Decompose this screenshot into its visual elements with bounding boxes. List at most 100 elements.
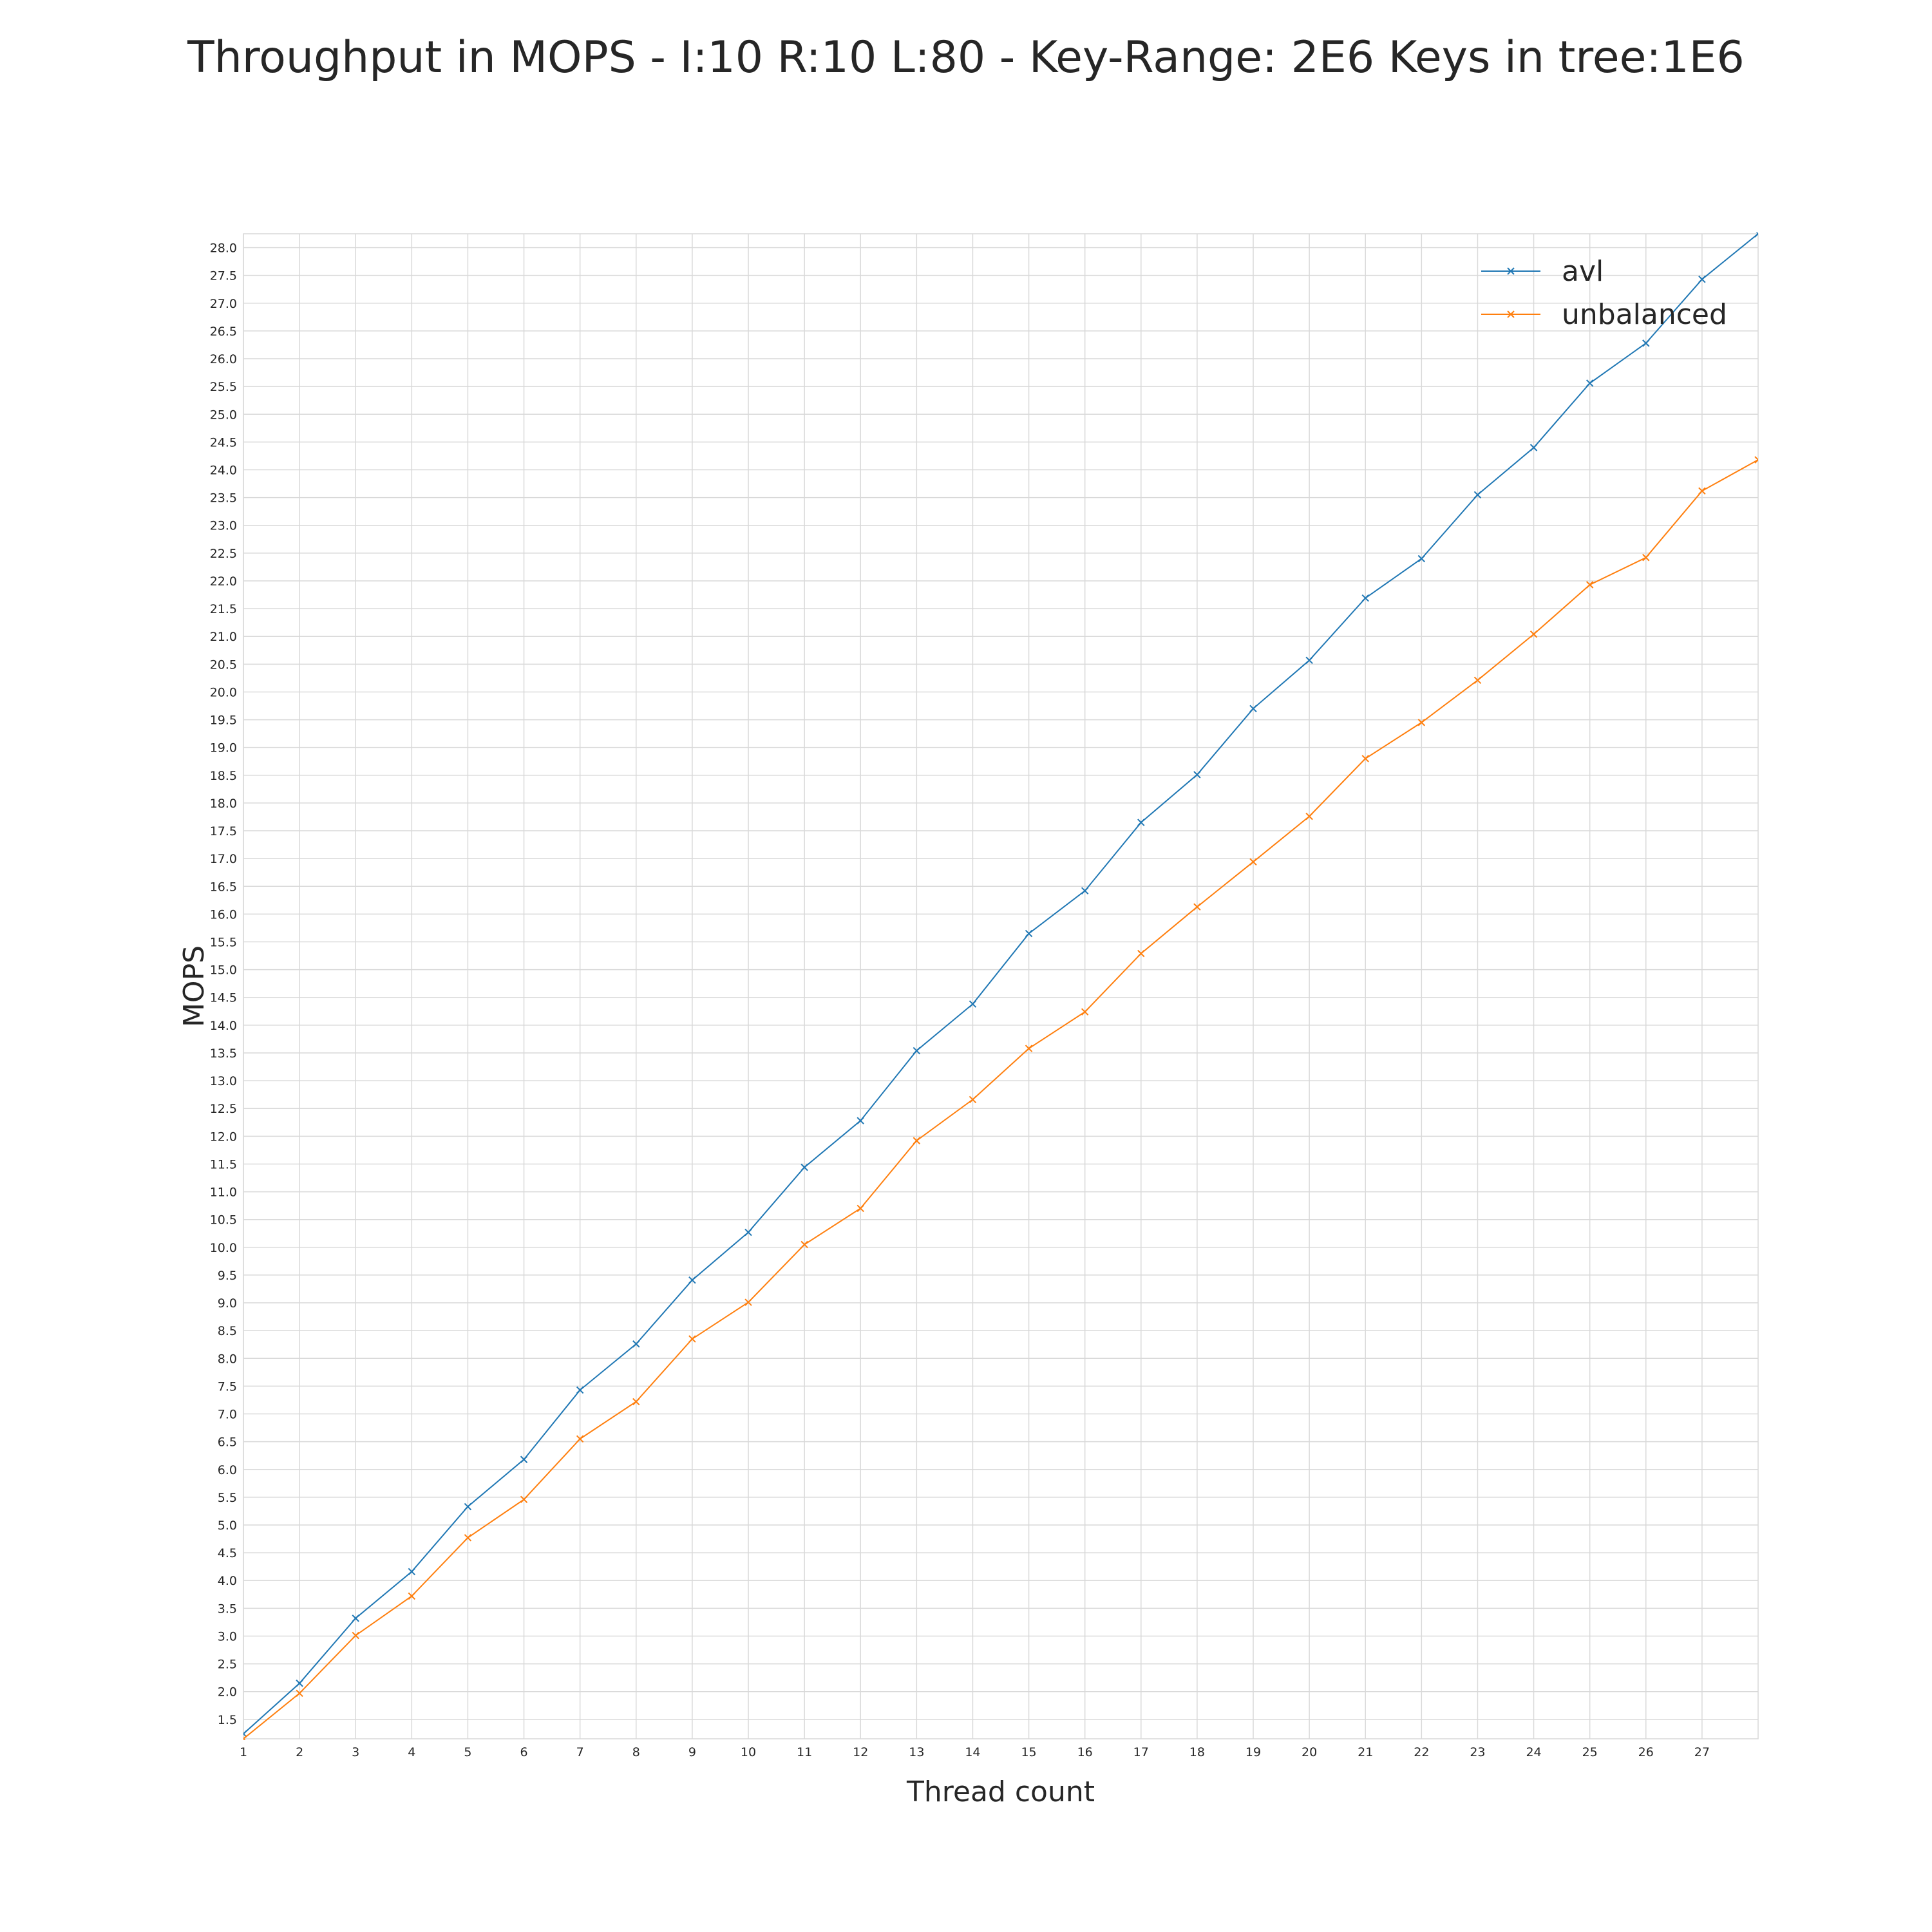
x-tick-label: 23 [1470, 1745, 1485, 1759]
y-tick-label: 10.0 [210, 1241, 237, 1255]
data-point [1473, 676, 1482, 685]
y-tick-label: 27.5 [210, 269, 237, 283]
data-point [1754, 232, 1758, 238]
data-point [352, 1631, 359, 1640]
y-tick-label: 8.5 [218, 1324, 237, 1338]
x-tick-label: 13 [909, 1745, 924, 1759]
data-point [632, 1340, 640, 1348]
y-tick-label: 23.5 [210, 491, 237, 506]
data-point [857, 1117, 864, 1124]
series-line-avl [243, 233, 1758, 1734]
x-tick-label: 21 [1358, 1745, 1373, 1759]
y-tick-label: 9.0 [218, 1296, 237, 1311]
plot-area [243, 233, 1759, 1739]
y-tick-label: 28.0 [210, 242, 237, 256]
data-point [969, 1095, 977, 1104]
data-point [1754, 456, 1758, 464]
x-tick-label: 11 [797, 1745, 812, 1759]
data-point [576, 1386, 584, 1394]
y-tick-label: 11.5 [210, 1157, 237, 1171]
y-tick-label: 13.5 [210, 1046, 237, 1061]
y-tick-label: 2.0 [218, 1685, 237, 1700]
y-tick-label: 6.5 [218, 1435, 237, 1450]
data-point [1025, 929, 1033, 938]
y-tick-label: 26.5 [210, 325, 237, 339]
y-tick-label: 2.5 [218, 1658, 237, 1672]
data-point [1642, 554, 1650, 562]
series-group [243, 232, 1758, 1740]
y-tick-label: 14.0 [210, 1019, 237, 1033]
data-point [632, 1397, 640, 1406]
data-point [1193, 903, 1201, 911]
data-point [520, 1455, 528, 1463]
x-tick-label: 27 [1694, 1745, 1710, 1759]
x-tick-label: 18 [1189, 1745, 1205, 1759]
data-point [1642, 339, 1650, 347]
data-point [464, 1502, 472, 1511]
data-point [913, 1137, 921, 1144]
x-tick-label: 10 [741, 1745, 756, 1759]
x-tick-label: 25 [1582, 1745, 1598, 1759]
data-point [1249, 705, 1257, 713]
y-tick-label: 1.5 [218, 1713, 237, 1727]
y-tick-label: 7.0 [218, 1408, 237, 1422]
data-point [1473, 491, 1482, 499]
x-tick-label: 20 [1302, 1745, 1317, 1759]
x-tick-label: 1 [240, 1745, 247, 1759]
y-tick-label: 23.0 [210, 519, 237, 533]
data-point [1361, 755, 1369, 762]
y-tick-label: 9.5 [218, 1269, 237, 1283]
data-point [688, 1335, 696, 1343]
y-tick-label: 24.0 [210, 464, 237, 478]
y-tick-label: 18.0 [210, 797, 237, 811]
x-tick-label: 15 [1021, 1745, 1036, 1759]
x-tick-label: 14 [965, 1745, 980, 1759]
series-line-unbalanced [243, 459, 1758, 1739]
legend-marker [1507, 267, 1515, 275]
y-tick-label: 18.5 [210, 769, 237, 783]
grid [243, 234, 1758, 1739]
y-tick-label: 17.0 [210, 852, 237, 866]
y-tick-label: 14.5 [210, 991, 237, 1005]
y-tick-label: 16.5 [210, 880, 237, 894]
data-point [1530, 630, 1538, 638]
y-tick-label: 6.0 [218, 1463, 237, 1477]
data-point [1081, 887, 1089, 895]
y-tick-label: 21.5 [210, 602, 237, 616]
y-tick-label: 16.0 [210, 907, 237, 922]
x-tick-label: 19 [1245, 1745, 1261, 1759]
data-point [800, 1240, 808, 1249]
y-tick-label: 25.5 [210, 380, 237, 394]
x-axis-label: Thread count [906, 1776, 1095, 1808]
y-tick-label: 8.0 [218, 1352, 237, 1366]
y-tick-label: 27.0 [210, 297, 237, 311]
data-point [744, 1298, 752, 1306]
y-tick-label: 5.0 [218, 1519, 237, 1533]
y-tick-label: 11.0 [210, 1186, 237, 1200]
x-tick-label: 9 [688, 1745, 696, 1759]
y-tick-label: 3.5 [218, 1602, 237, 1616]
data-point [296, 1689, 303, 1697]
data-point [408, 1567, 416, 1576]
y-tick-label: 19.0 [210, 741, 237, 755]
x-tick-label: 2 [296, 1745, 303, 1759]
y-axis-ticks: 1.5 2.0 2.5 3.0 3.5 4.0 4.5 5.0 5.5 6.0 6.5 7.0 7.5 8… [210, 242, 237, 1727]
y-axis-label: MOPS [178, 945, 211, 1027]
y-tick-label: 20.5 [210, 658, 237, 672]
data-point [744, 1228, 752, 1236]
x-tick-label: 8 [632, 1745, 640, 1759]
y-tick-label: 22.0 [210, 574, 237, 589]
data-point [520, 1495, 528, 1504]
legend-label: unbalanced [1562, 298, 1727, 331]
y-tick-label: 13.0 [210, 1074, 237, 1088]
data-point [464, 1534, 472, 1542]
data-point [1305, 656, 1313, 664]
data-point [1193, 771, 1201, 779]
y-tick-label: 7.5 [218, 1379, 237, 1394]
data-point [1417, 554, 1426, 563]
data-point [1530, 444, 1538, 451]
y-tick-label: 10.5 [210, 1213, 237, 1227]
legend-item: unbalanced [1481, 298, 1727, 331]
legend: avl unbalanced [1481, 255, 1727, 331]
